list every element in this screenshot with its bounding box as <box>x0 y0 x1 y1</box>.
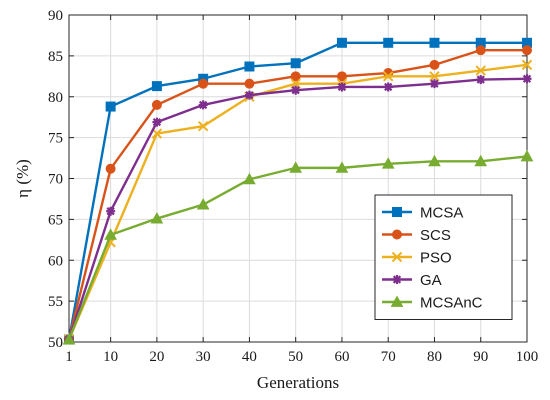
legend: MCSA SCS PSO GA MCSAnC <box>374 194 513 320</box>
x-tick-label: 30 <box>196 349 211 365</box>
legend-label-ga: GA <box>420 272 442 289</box>
y-tick-label: 80 <box>48 90 63 106</box>
tick-layer: 1 10 20 30 40 50 60 70 80 90 100 50 55 60 65 70 75 80 85 90 <box>48 8 538 365</box>
data-point-ga-core <box>339 84 345 90</box>
x-tick-label: 80 <box>427 349 442 365</box>
series-layer <box>62 37 534 345</box>
data-point-mcsa <box>290 58 301 69</box>
data-point-scs <box>105 163 116 174</box>
legend-item-scs: SCS <box>382 227 451 244</box>
x-tick-label: 100 <box>516 349 539 365</box>
x-tick-label: 10 <box>103 349 118 365</box>
legend-marker-scs <box>392 229 402 240</box>
data-point-mcsa <box>151 81 162 92</box>
data-point-mcsanc <box>474 154 488 167</box>
data-point-mcsa <box>244 61 255 72</box>
legend-item-mcsa: MCSA <box>382 205 463 222</box>
data-point-mcsanc <box>104 228 117 240</box>
legend-label-mcsanc: MCSAnC <box>420 295 483 312</box>
y-tick-label: 50 <box>48 335 63 351</box>
x-axis-label: Generations <box>257 373 339 392</box>
y-tick-label: 55 <box>48 294 63 310</box>
data-point-mcsanc <box>62 333 76 345</box>
series-mcsanc <box>62 149 534 345</box>
data-point-scs <box>198 78 209 89</box>
data-point-ga-core <box>385 84 391 90</box>
data-point-ga-core <box>108 208 114 214</box>
y-tick-label: 65 <box>48 212 63 228</box>
legend-label-mcsa: MCSA <box>420 205 463 222</box>
data-point-pso <box>197 120 209 132</box>
data-point-ga-core <box>154 119 160 125</box>
data-point-mcsanc <box>428 154 441 167</box>
x-tick-label: 70 <box>381 349 396 365</box>
data-point-scs <box>475 45 486 56</box>
legend-marker-pso <box>391 251 403 263</box>
data-point-ga-core <box>524 76 530 82</box>
x-tick-label: 40 <box>242 349 257 365</box>
legend-label-scs: SCS <box>420 227 451 244</box>
series-mcsa <box>64 37 532 345</box>
legend-item-pso: PSO <box>382 250 452 267</box>
legend-marker-ga-core <box>394 277 400 282</box>
data-point-scs <box>151 99 162 110</box>
data-point-mcsa <box>383 37 394 48</box>
series-scs <box>64 45 532 345</box>
legend-marker-mcsa <box>392 207 402 217</box>
y-tick-label: 90 <box>48 8 63 24</box>
data-point-mcsanc <box>381 157 395 169</box>
data-point-pso <box>521 59 533 71</box>
data-point-mcsa <box>105 101 116 112</box>
y-tick-label: 75 <box>48 131 63 147</box>
data-point-ga-core <box>200 102 206 108</box>
y-tick-label: 85 <box>48 49 63 65</box>
x-tick-label: 60 <box>334 349 349 365</box>
data-point-ga-core <box>246 92 252 98</box>
data-point-pso <box>475 65 486 76</box>
data-point-scs <box>244 78 255 89</box>
x-tick-label: 50 <box>288 349 303 365</box>
data-point-mcsanc <box>335 161 349 173</box>
data-point-mcsanc <box>520 149 534 162</box>
legend-item-mcsanc: MCSAnC <box>382 295 483 312</box>
data-point-mcsa <box>336 37 347 48</box>
data-point-mcsa <box>429 37 440 48</box>
legend-item-ga: GA <box>382 272 442 289</box>
data-point-scs <box>522 45 532 56</box>
data-point-ga-core <box>478 77 484 83</box>
y-tick-label: 70 <box>48 172 63 188</box>
x-tick-label: 1 <box>65 349 73 365</box>
data-point-mcsanc <box>243 172 256 185</box>
data-point-mcsanc <box>150 212 164 224</box>
data-point-scs <box>290 71 301 82</box>
data-point-ga-core <box>293 87 299 93</box>
data-point-pso <box>151 128 163 139</box>
legend-marker-mcsanc <box>390 295 404 307</box>
data-point-pso <box>429 71 440 82</box>
x-tick-label: 90 <box>473 349 488 365</box>
data-point-ga-core <box>431 81 437 87</box>
data-point-mcsanc <box>196 198 210 210</box>
data-point-scs <box>336 71 347 82</box>
x-tick-label: 20 <box>149 349 164 365</box>
data-point-mcsanc <box>289 161 303 173</box>
y-axis-label: η (%) <box>13 159 32 198</box>
data-point-pso <box>383 71 394 82</box>
y-tick-label: 60 <box>48 253 63 269</box>
data-point-scs <box>429 59 440 70</box>
legend-label-pso: PSO <box>420 250 452 267</box>
